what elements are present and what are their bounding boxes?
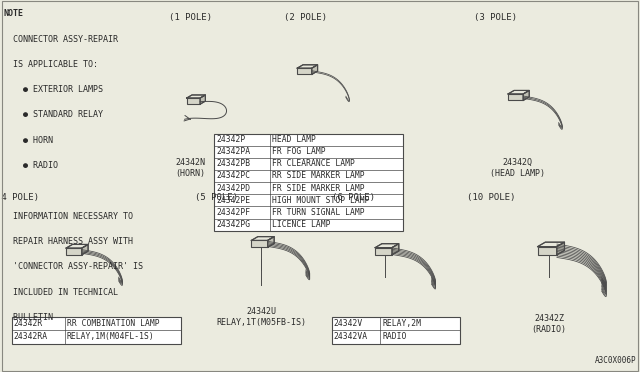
Text: ● STANDARD RELAY: ● STANDARD RELAY: [3, 110, 103, 119]
Text: (3 POLE): (3 POLE): [474, 13, 518, 22]
Bar: [508, 94, 523, 100]
Text: 24342Q
(HEAD LAMP): 24342Q (HEAD LAMP): [490, 158, 545, 178]
Polygon shape: [523, 90, 529, 100]
Text: RADIO: RADIO: [382, 332, 406, 341]
Text: (1 POLE): (1 POLE): [169, 13, 212, 22]
Bar: [66, 248, 82, 255]
Text: (5 POLE): (5 POLE): [195, 193, 238, 202]
Text: 24342PD: 24342PD: [216, 184, 250, 193]
Text: INFORMATION NECESSARY TO: INFORMATION NECESSARY TO: [3, 212, 133, 221]
Polygon shape: [187, 95, 205, 98]
Bar: [297, 68, 312, 74]
Text: 24342PE: 24342PE: [216, 196, 250, 205]
Polygon shape: [508, 90, 529, 94]
Text: FR FOG LAMP: FR FOG LAMP: [272, 147, 326, 156]
Text: FR SIDE MARKER LAMP: FR SIDE MARKER LAMP: [272, 184, 365, 193]
Polygon shape: [312, 65, 317, 74]
Text: 24342Z
(RADIO): 24342Z (RADIO): [532, 314, 566, 334]
Bar: [332, 317, 460, 344]
Bar: [538, 247, 557, 255]
Bar: [375, 248, 392, 255]
Text: RR COMBINATION LAMP: RR COMBINATION LAMP: [67, 319, 159, 328]
Text: 24342PF: 24342PF: [216, 208, 250, 217]
Text: FR CLEARANCE LAMP: FR CLEARANCE LAMP: [272, 160, 355, 169]
Polygon shape: [268, 237, 274, 247]
Text: (10 POLE): (10 POLE): [467, 193, 516, 202]
Polygon shape: [200, 95, 205, 104]
Text: FR TURN SIGNAL LAMP: FR TURN SIGNAL LAMP: [272, 208, 365, 217]
Bar: [252, 240, 268, 247]
Text: 24342P: 24342P: [216, 135, 246, 144]
Text: 24342N
(HORN): 24342N (HORN): [176, 158, 205, 178]
Text: 24342V: 24342V: [333, 319, 363, 328]
Polygon shape: [82, 244, 88, 255]
Text: HEAD LAMP: HEAD LAMP: [272, 135, 316, 144]
Text: (6 POLE): (6 POLE): [332, 193, 375, 202]
Text: ● EXTERIOR LAMPS: ● EXTERIOR LAMPS: [3, 85, 103, 94]
Text: 'CONNECTOR ASSY-REPAIR' IS: 'CONNECTOR ASSY-REPAIR' IS: [3, 262, 143, 271]
Polygon shape: [557, 242, 564, 255]
Polygon shape: [392, 244, 399, 255]
Polygon shape: [252, 237, 274, 240]
Polygon shape: [538, 242, 564, 247]
Text: (2 POLE): (2 POLE): [284, 13, 328, 22]
Text: 24342PB: 24342PB: [216, 160, 250, 169]
Text: 24342U
RELAY,1T(M05FB-IS): 24342U RELAY,1T(M05FB-IS): [216, 307, 306, 327]
Text: RELAY,2M: RELAY,2M: [382, 319, 421, 328]
Text: BULLETIN: BULLETIN: [3, 313, 53, 322]
Text: 24342PG: 24342PG: [216, 220, 250, 229]
Text: INCLUDED IN TECHNICAL: INCLUDED IN TECHNICAL: [3, 288, 118, 296]
Text: 24342PC: 24342PC: [216, 171, 250, 180]
Bar: [12, 317, 181, 344]
Text: ● RADIO: ● RADIO: [3, 161, 58, 170]
Text: NOTE: NOTE: [3, 9, 23, 18]
Text: 24342PA: 24342PA: [216, 147, 250, 156]
Polygon shape: [66, 244, 88, 248]
Text: 24342VA: 24342VA: [333, 332, 367, 341]
Text: A3C0X006P: A3C0X006P: [595, 356, 637, 365]
Text: 24342RA: 24342RA: [13, 332, 47, 341]
Polygon shape: [375, 244, 399, 248]
Text: ● HORN: ● HORN: [3, 136, 53, 145]
Text: HIGH MOUNT STOP LAMP: HIGH MOUNT STOP LAMP: [272, 196, 369, 205]
Text: (4 POLE): (4 POLE): [0, 193, 40, 202]
Text: RELAY,1M(M04FL-1S): RELAY,1M(M04FL-1S): [67, 332, 155, 341]
Bar: [214, 134, 403, 231]
Bar: [187, 98, 200, 104]
Polygon shape: [297, 65, 317, 68]
Text: IS APPLICABLE TO:: IS APPLICABLE TO:: [3, 60, 98, 69]
Text: REPAIR HARNESS ASSY WITH: REPAIR HARNESS ASSY WITH: [3, 237, 133, 246]
Text: 24342R: 24342R: [13, 319, 43, 328]
Text: CONNECTOR ASSY-REPAIR: CONNECTOR ASSY-REPAIR: [3, 35, 118, 44]
Text: LICENCE LAMP: LICENCE LAMP: [272, 220, 330, 229]
Text: RR SIDE MARKER LAMP: RR SIDE MARKER LAMP: [272, 171, 365, 180]
